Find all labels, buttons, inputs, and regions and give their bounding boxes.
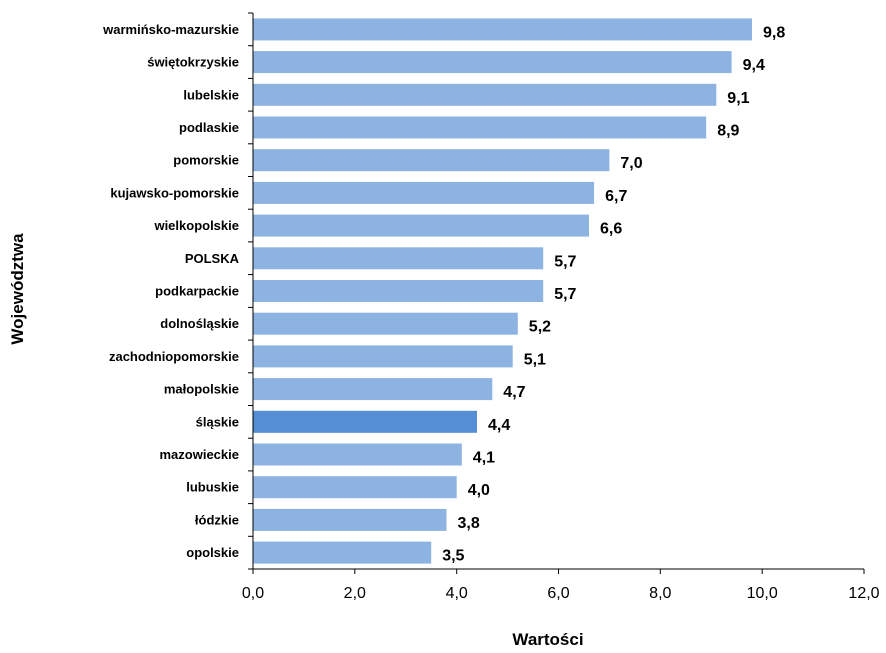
value-label: 4,7 <box>503 384 525 401</box>
value-label: 4,0 <box>468 482 490 499</box>
bar <box>253 312 518 335</box>
value-label: 8,9 <box>717 123 739 140</box>
category-label: wielkopolskie <box>153 218 239 233</box>
bar <box>253 508 447 531</box>
axes-layer <box>248 12 865 574</box>
bar <box>253 476 457 499</box>
category-label: mazowieckie <box>160 447 240 462</box>
x-tick-label: 12,0 <box>848 585 879 602</box>
value-label: 9,4 <box>743 57 765 74</box>
category-label: pomorskie <box>173 153 239 168</box>
bar <box>253 443 462 466</box>
x-tick-label: 8,0 <box>649 585 671 602</box>
bar <box>253 83 717 106</box>
x-tick-label: 0,0 <box>242 585 264 602</box>
bar <box>253 345 513 368</box>
bar <box>253 214 589 237</box>
bar <box>253 247 544 270</box>
x-tick-label: 4,0 <box>446 585 468 602</box>
bar <box>253 51 732 74</box>
value-label: 7,0 <box>620 155 642 172</box>
value-label: 5,7 <box>554 286 576 303</box>
category-label: łódzkie <box>195 512 239 527</box>
bar <box>253 410 477 433</box>
category-label: opolskie <box>186 545 239 560</box>
value-label: 4,4 <box>488 417 510 434</box>
bar <box>253 280 544 302</box>
value-label: 3,5 <box>442 548 464 565</box>
x-tick-label: 6,0 <box>547 585 569 602</box>
bar <box>253 149 610 172</box>
bar <box>253 181 595 204</box>
category-label: zachodniopomorskie <box>109 349 239 364</box>
category-label: warmińsko-mazurskie <box>102 22 239 37</box>
value-label: 6,6 <box>600 221 622 238</box>
category-label: podlaskie <box>179 120 239 135</box>
bars-layer <box>253 18 752 564</box>
x-tick-label: 2,0 <box>344 585 366 602</box>
value-label: 9,8 <box>763 24 785 41</box>
value-label: 4,1 <box>473 450 495 467</box>
labels-layer: warmińsko-mazurskie 9,8 świętokrzyskie 9,4 l… <box>102 22 880 602</box>
bar <box>253 378 493 401</box>
value-label: 5,2 <box>529 319 551 336</box>
category-label: małopolskie <box>164 382 239 397</box>
category-label: kujawsko-pomorskie <box>110 185 239 200</box>
category-label: śląskie <box>196 414 239 429</box>
bar <box>253 116 707 139</box>
bar <box>253 18 752 41</box>
category-label: POLSKA <box>185 251 240 266</box>
value-label: 9,1 <box>727 90 749 107</box>
x-tick-label: 10,0 <box>747 585 778 602</box>
category-label: podkarpackie <box>155 284 239 299</box>
category-label: lubelskie <box>183 87 239 102</box>
bar <box>253 541 432 564</box>
y-axis-title: Województwa <box>8 233 27 345</box>
value-label: 6,7 <box>605 188 627 205</box>
category-label: świętokrzyskie <box>147 55 239 70</box>
value-label: 5,1 <box>524 351 546 368</box>
x-axis-title: Wartości <box>512 630 583 649</box>
value-label: 5,7 <box>554 253 576 270</box>
value-label: 3,8 <box>458 515 480 532</box>
category-label: dolnośląskie <box>160 316 239 331</box>
category-label: lubuskie <box>186 480 239 495</box>
